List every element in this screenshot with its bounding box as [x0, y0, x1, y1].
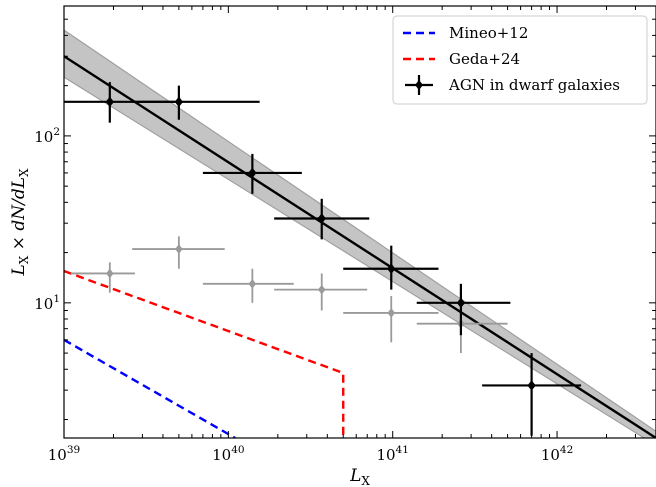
- x-tick-label: 1039: [48, 444, 80, 464]
- label-part: L: [9, 264, 29, 276]
- label-part: × dN/dL: [9, 177, 29, 256]
- tick-exponent: 40: [231, 444, 244, 456]
- fit-confidence-band: [64, 29, 656, 438]
- plot-area: [64, 29, 656, 438]
- legend-swatch-marker: [415, 80, 423, 90]
- legend-entry-1: Mineo+12: [403, 24, 528, 42]
- legend-entry-2: Geda+24: [403, 50, 520, 68]
- legend-box: [392, 15, 648, 105]
- grey-data-point-3: [202, 268, 294, 303]
- y-axis-label: LX × dN/dLX: [9, 168, 31, 277]
- label-part: L: [349, 466, 361, 486]
- label-subscript: X: [17, 168, 31, 177]
- legend-label: Geda+24: [449, 50, 520, 68]
- x-axis-label: LX: [349, 466, 370, 487]
- tick-base: 10: [34, 295, 53, 313]
- diamond-marker: [248, 167, 257, 179]
- grey-data-point-1: [70, 262, 135, 293]
- agn-dwarf-data-point-5: [343, 245, 439, 290]
- series-line-geda-24: [64, 269, 345, 438]
- confidence-band-layer: [64, 29, 656, 438]
- agn-dwarf-data-point-4: [274, 198, 370, 240]
- tick-exponent: 2: [53, 126, 60, 138]
- legend-entry-3: AGN in dwarf galaxies: [405, 75, 620, 95]
- diamond-marker: [105, 96, 115, 108]
- axes-box: [63, 5, 656, 439]
- tick-base: 10: [376, 446, 395, 464]
- grey-data-point-2: [132, 236, 225, 269]
- x-tick-label: 1042: [541, 444, 573, 464]
- points-layer: [64, 82, 582, 436]
- grey-data-point-5: [343, 295, 439, 343]
- tick-exponent: 42: [560, 444, 573, 456]
- diamond-marker: [317, 284, 326, 295]
- tick-exponent: 1: [53, 293, 60, 305]
- label-subscript: X: [361, 474, 370, 487]
- diamond-marker: [387, 263, 396, 274]
- y-tick-label: 102: [34, 126, 60, 146]
- agn-dwarf-data-point-6: [416, 283, 511, 336]
- tick-base: 10: [541, 446, 560, 464]
- legend: Mineo+12 Geda+24 AGN in dwarf galaxies: [392, 15, 648, 105]
- line-layer: [64, 55, 656, 438]
- grey-data-point-4: [274, 273, 368, 311]
- legend-label: AGN in dwarf galaxies: [448, 76, 620, 94]
- series-line-mineo-12: [64, 338, 236, 438]
- axes-frame: [63, 5, 656, 439]
- fit-line: [64, 55, 656, 438]
- label-subscript: X: [17, 255, 31, 264]
- tick-base: 10: [212, 446, 231, 464]
- agn-dwarf-data-point-3: [202, 153, 302, 194]
- diamond-marker: [174, 96, 184, 108]
- diamond-marker: [106, 268, 114, 279]
- diamond-marker: [527, 380, 536, 391]
- legend-label: Mineo+12: [449, 24, 528, 42]
- tick-base: 10: [34, 128, 53, 146]
- diamond-marker: [456, 297, 466, 309]
- diamond-marker: [317, 213, 326, 224]
- tick-base: 10: [48, 446, 67, 464]
- x-tick-label: 1040: [212, 444, 244, 464]
- tick-exponent: 39: [67, 444, 80, 456]
- x-tick-label: 1041: [376, 444, 408, 464]
- tick-exponent: 41: [396, 444, 409, 456]
- y-tick-label: 101: [34, 293, 60, 313]
- agn-dwarf-data-point-2: [132, 85, 260, 120]
- diamond-marker: [248, 279, 257, 289]
- diamond-marker: [175, 244, 183, 254]
- agn-dwarf-data-point-7: [482, 353, 582, 436]
- diamond-marker: [387, 308, 396, 318]
